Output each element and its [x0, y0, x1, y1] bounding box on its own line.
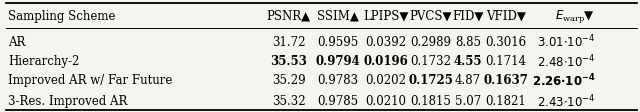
Text: 0.0210: 0.0210	[365, 94, 406, 107]
Text: 4.87: 4.87	[455, 74, 481, 87]
Text: 8.85: 8.85	[455, 36, 481, 48]
Text: 0.1637: 0.1637	[483, 74, 528, 87]
Text: $3.01{\cdot}10^{-4}$: $3.01{\cdot}10^{-4}$	[536, 34, 595, 50]
Text: 0.1714: 0.1714	[485, 55, 526, 68]
Text: 3-Res. Improved AR: 3-Res. Improved AR	[8, 94, 128, 107]
Text: 0.3016: 0.3016	[485, 36, 526, 48]
Text: 35.53: 35.53	[270, 55, 307, 68]
Text: $E_\mathregular{warp}$▼: $E_\mathregular{warp}$▼	[556, 8, 595, 25]
Text: PSNR▲: PSNR▲	[267, 10, 310, 23]
Text: VFID▼: VFID▼	[486, 10, 525, 23]
Text: $2.48{\cdot}10^{-4}$: $2.48{\cdot}10^{-4}$	[536, 53, 595, 69]
Text: 0.1821: 0.1821	[485, 94, 526, 107]
Text: 0.0202: 0.0202	[365, 74, 406, 87]
Text: 0.1725: 0.1725	[408, 74, 454, 87]
Text: Hierarchy-2: Hierarchy-2	[8, 55, 80, 68]
Text: 0.2989: 0.2989	[410, 36, 452, 48]
Text: 0.9783: 0.9783	[317, 74, 358, 87]
Text: Sampling Scheme: Sampling Scheme	[8, 10, 116, 23]
Text: 0.9794: 0.9794	[316, 55, 360, 68]
Text: 31.72: 31.72	[272, 36, 305, 48]
Text: Improved AR w/ Far Future: Improved AR w/ Far Future	[8, 74, 173, 87]
Text: PVCS▼: PVCS▼	[410, 10, 452, 23]
Text: 5.07: 5.07	[454, 94, 481, 107]
Text: 0.0392: 0.0392	[365, 36, 406, 48]
Text: SSIM▲: SSIM▲	[317, 10, 359, 23]
Text: LPIPS▼: LPIPS▼	[364, 10, 408, 23]
Text: 35.29: 35.29	[272, 74, 305, 87]
Text: 0.1815: 0.1815	[411, 94, 451, 107]
Text: 0.1732: 0.1732	[410, 55, 452, 68]
Text: FID▼: FID▼	[452, 10, 484, 23]
Text: 35.32: 35.32	[272, 94, 305, 107]
Text: AR: AR	[8, 36, 26, 48]
Text: 0.0196: 0.0196	[364, 55, 408, 68]
Text: 4.55: 4.55	[454, 55, 482, 68]
Text: $2.43{\cdot}10^{-4}$: $2.43{\cdot}10^{-4}$	[536, 93, 595, 109]
Text: $\mathbf{2.26{\cdot}10^{-4}}$: $\mathbf{2.26{\cdot}10^{-4}}$	[532, 72, 595, 88]
Text: 0.9785: 0.9785	[317, 94, 358, 107]
Text: 0.9595: 0.9595	[317, 36, 358, 48]
